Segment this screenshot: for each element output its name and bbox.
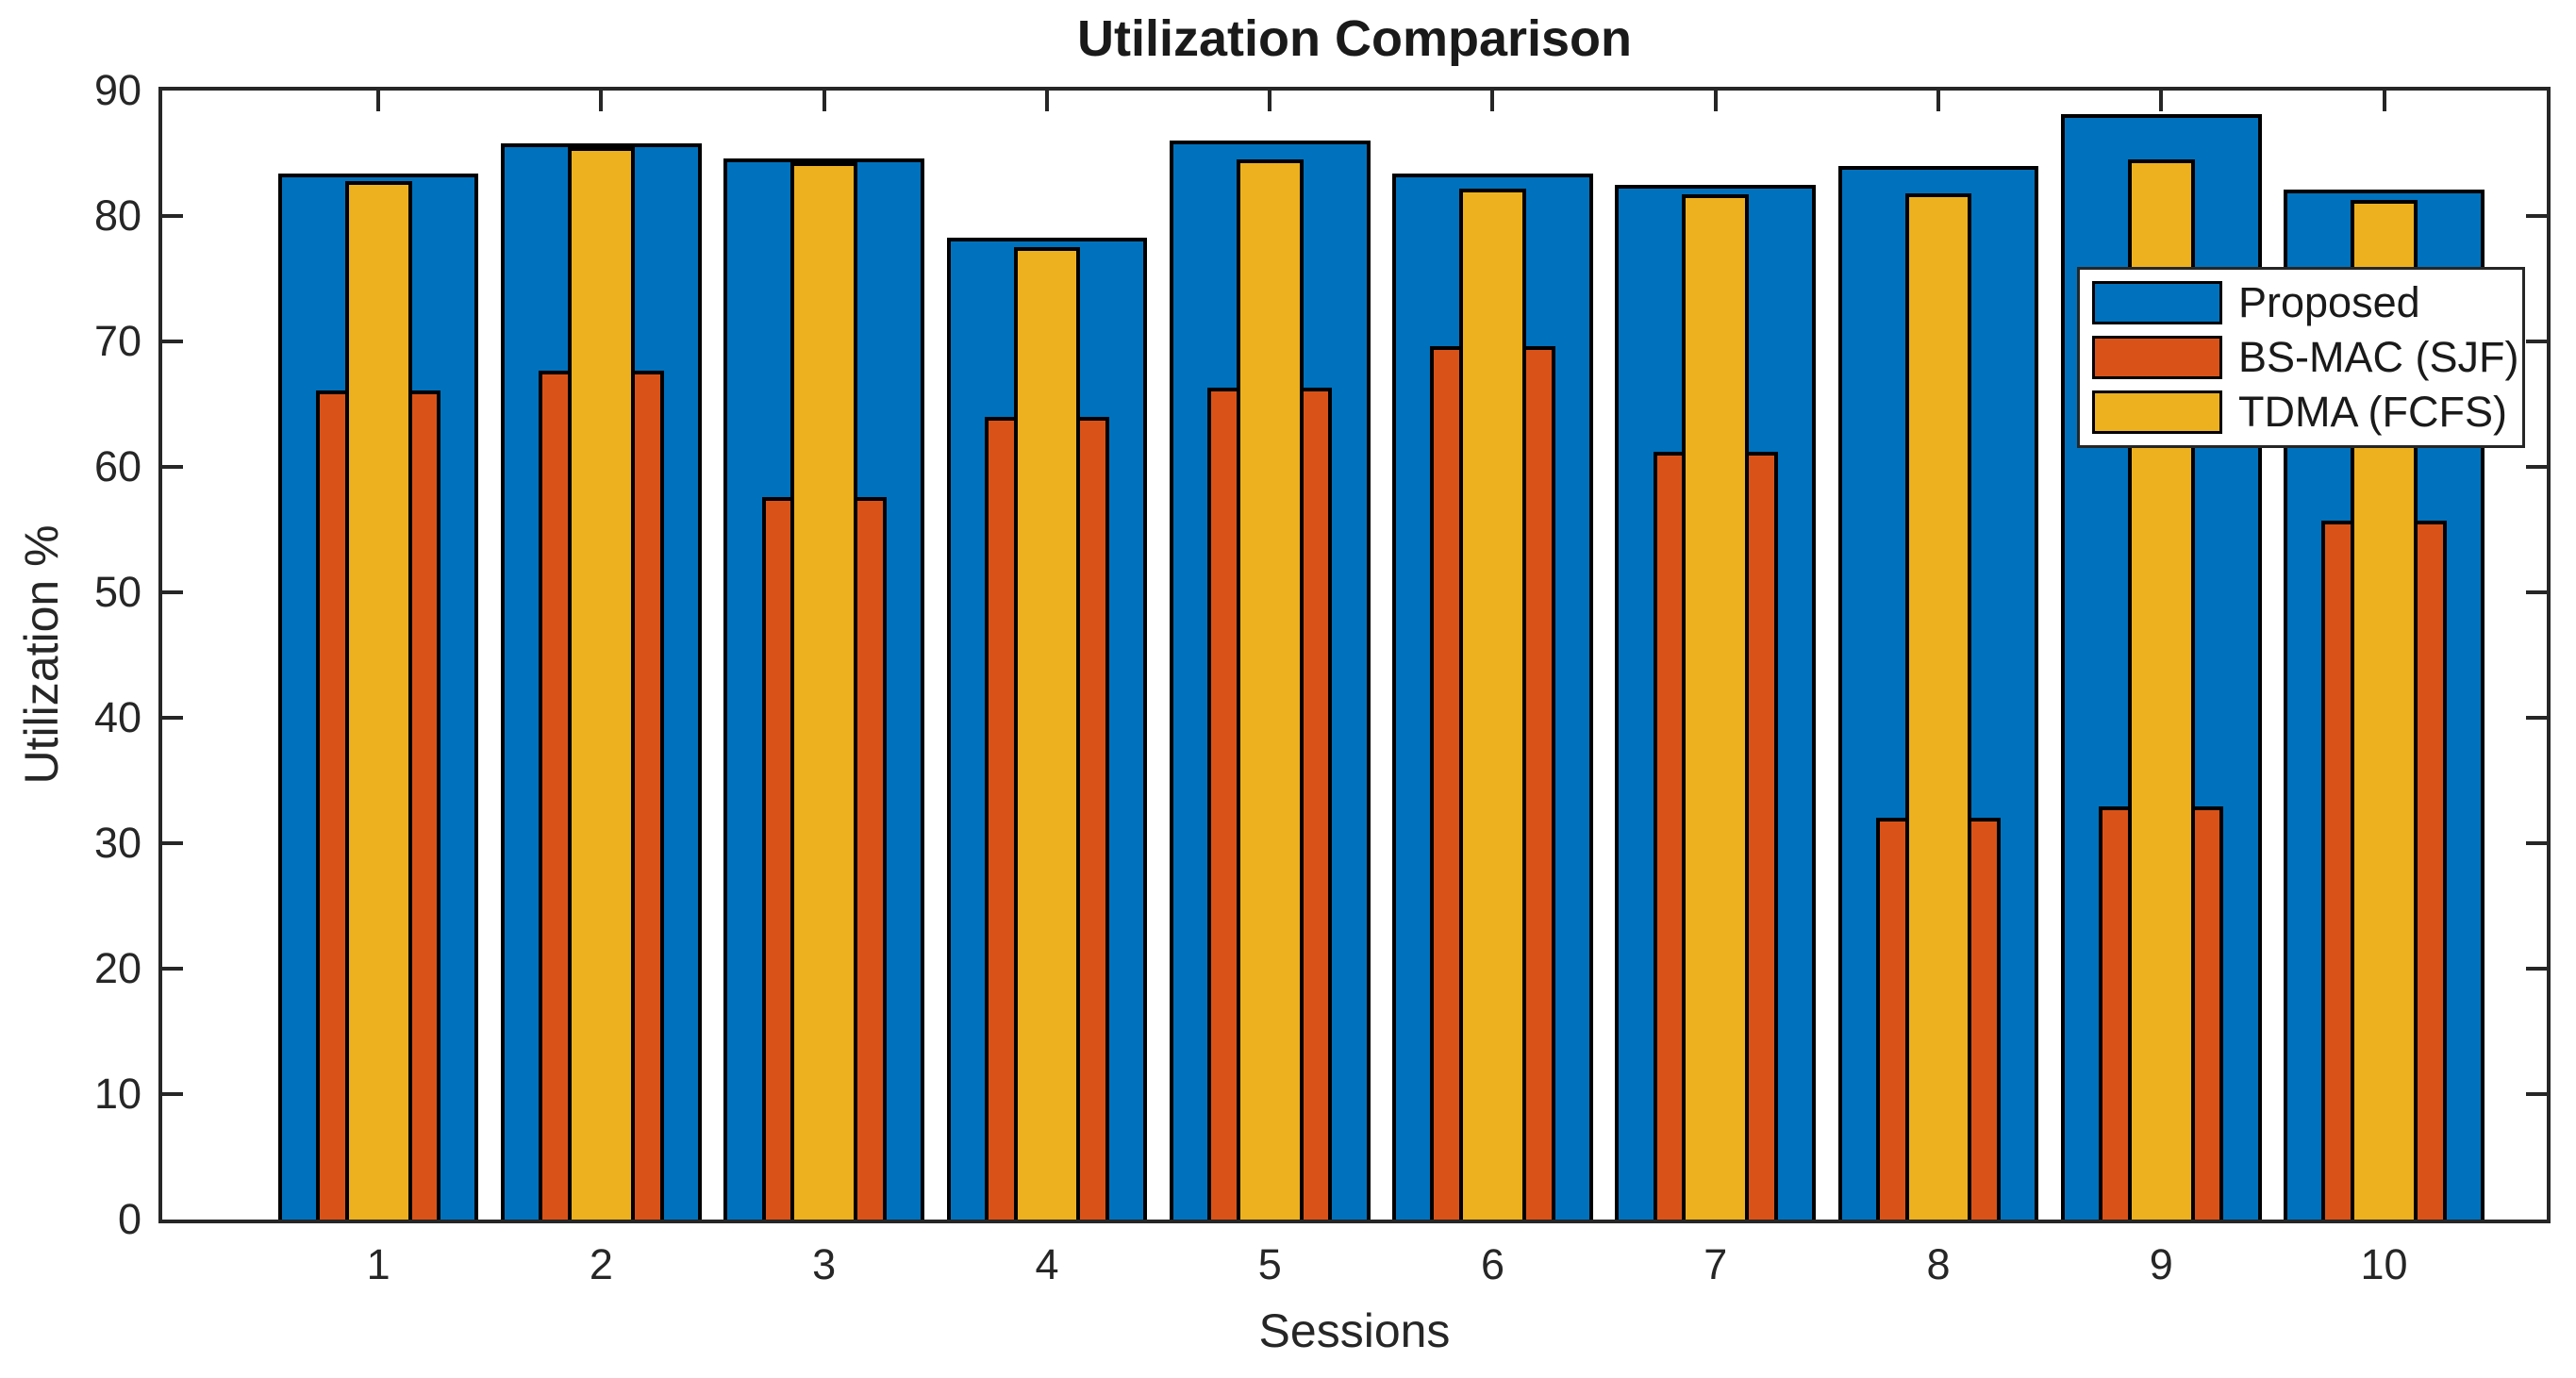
bar-tdma-fcfs-session-8 [1904, 193, 1972, 1220]
legend-swatch-bs-mac-sjf [2092, 336, 2222, 379]
legend-swatch-proposed [2092, 281, 2222, 324]
y-tick-left-60 [162, 465, 183, 469]
y-tick-left-80 [162, 214, 183, 218]
y-tick-label-70: 70 [93, 317, 141, 365]
legend-label: BS-MAC (SJF) [2238, 333, 2519, 381]
x-tick-label-6: 6 [1480, 1240, 1504, 1288]
x-tick-label-4: 4 [1035, 1240, 1059, 1288]
y-tick-label-0: 0 [117, 1195, 141, 1243]
x-tick-top-6 [1490, 91, 1495, 111]
y-tick-label-50: 50 [93, 568, 141, 616]
y-tick-left-10 [162, 1092, 183, 1096]
x-tick-top-8 [1936, 91, 1940, 111]
bar-tdma-fcfs-session-3 [790, 161, 858, 1220]
bar-tdma-fcfs-session-7 [1682, 194, 1750, 1220]
legend-item: BS-MAC (SJF) [2092, 333, 2522, 382]
y-tick-label-60: 60 [93, 442, 141, 490]
bar-tdma-fcfs-session-6 [1459, 188, 1526, 1220]
y-tick-left-30 [162, 841, 183, 845]
x-tick-label-9: 9 [2149, 1240, 2173, 1288]
legend-label: TDMA (FCFS) [2238, 388, 2507, 436]
y-tick-left-70 [162, 340, 183, 343]
y-tick-label-20: 20 [93, 944, 141, 992]
x-tick-top-10 [2382, 91, 2386, 111]
y-tick-right-60 [2526, 465, 2547, 469]
y-tick-label-80: 80 [93, 191, 141, 240]
x-tick-top-4 [1044, 91, 1049, 111]
x-tick-label-7: 7 [1703, 1240, 1728, 1288]
y-tick-right-80 [2526, 214, 2547, 218]
y-tick-label-40: 40 [93, 693, 141, 741]
x-tick-top-1 [376, 91, 381, 111]
plot-area [158, 87, 2551, 1223]
x-tick-label-1: 1 [366, 1240, 391, 1288]
x-tick-label-2: 2 [589, 1240, 613, 1288]
x-tick-label-5: 5 [1257, 1240, 1282, 1288]
legend-item: Proposed [2092, 278, 2522, 327]
x-tick-top-9 [2159, 91, 2164, 111]
y-tick-right-70 [2526, 340, 2547, 343]
x-tick-label-10: 10 [2360, 1240, 2408, 1288]
y-tick-right-40 [2526, 716, 2547, 720]
legend: Proposed BS-MAC (SJF) TDMA (FCFS) [2077, 267, 2525, 448]
x-tick-label-3: 3 [812, 1240, 837, 1288]
x-tick-top-2 [599, 91, 604, 111]
x-tick-top-3 [822, 91, 826, 111]
y-tick-left-20 [162, 967, 183, 971]
y-tick-right-30 [2526, 841, 2547, 845]
chart-title: Utilization Comparison [1076, 10, 1632, 67]
x-tick-top-7 [1713, 91, 1718, 111]
y-tick-label-90: 90 [93, 66, 141, 114]
x-axis-label: Sessions [1258, 1304, 1451, 1357]
x-tick-top-5 [1268, 91, 1272, 111]
y-tick-right-10 [2526, 1092, 2547, 1096]
y-axis-label: Utilization % [15, 524, 68, 785]
bar-tdma-fcfs-session-5 [1236, 159, 1304, 1220]
y-tick-left-50 [162, 590, 183, 594]
legend-item: TDMA (FCFS) [2092, 388, 2522, 437]
y-tick-label-30: 30 [93, 819, 141, 867]
bar-tdma-fcfs-session-2 [567, 146, 635, 1220]
y-tick-left-40 [162, 716, 183, 720]
bar-tdma-fcfs-session-4 [1013, 247, 1081, 1220]
y-tick-right-20 [2526, 967, 2547, 971]
y-tick-right-50 [2526, 590, 2547, 594]
y-tick-label-10: 10 [93, 1070, 141, 1118]
bar-tdma-fcfs-session-1 [344, 180, 412, 1220]
x-tick-label-8: 8 [1926, 1240, 1951, 1288]
legend-swatch-tdma-fcfs [2092, 390, 2222, 434]
legend-label: Proposed [2238, 278, 2420, 326]
